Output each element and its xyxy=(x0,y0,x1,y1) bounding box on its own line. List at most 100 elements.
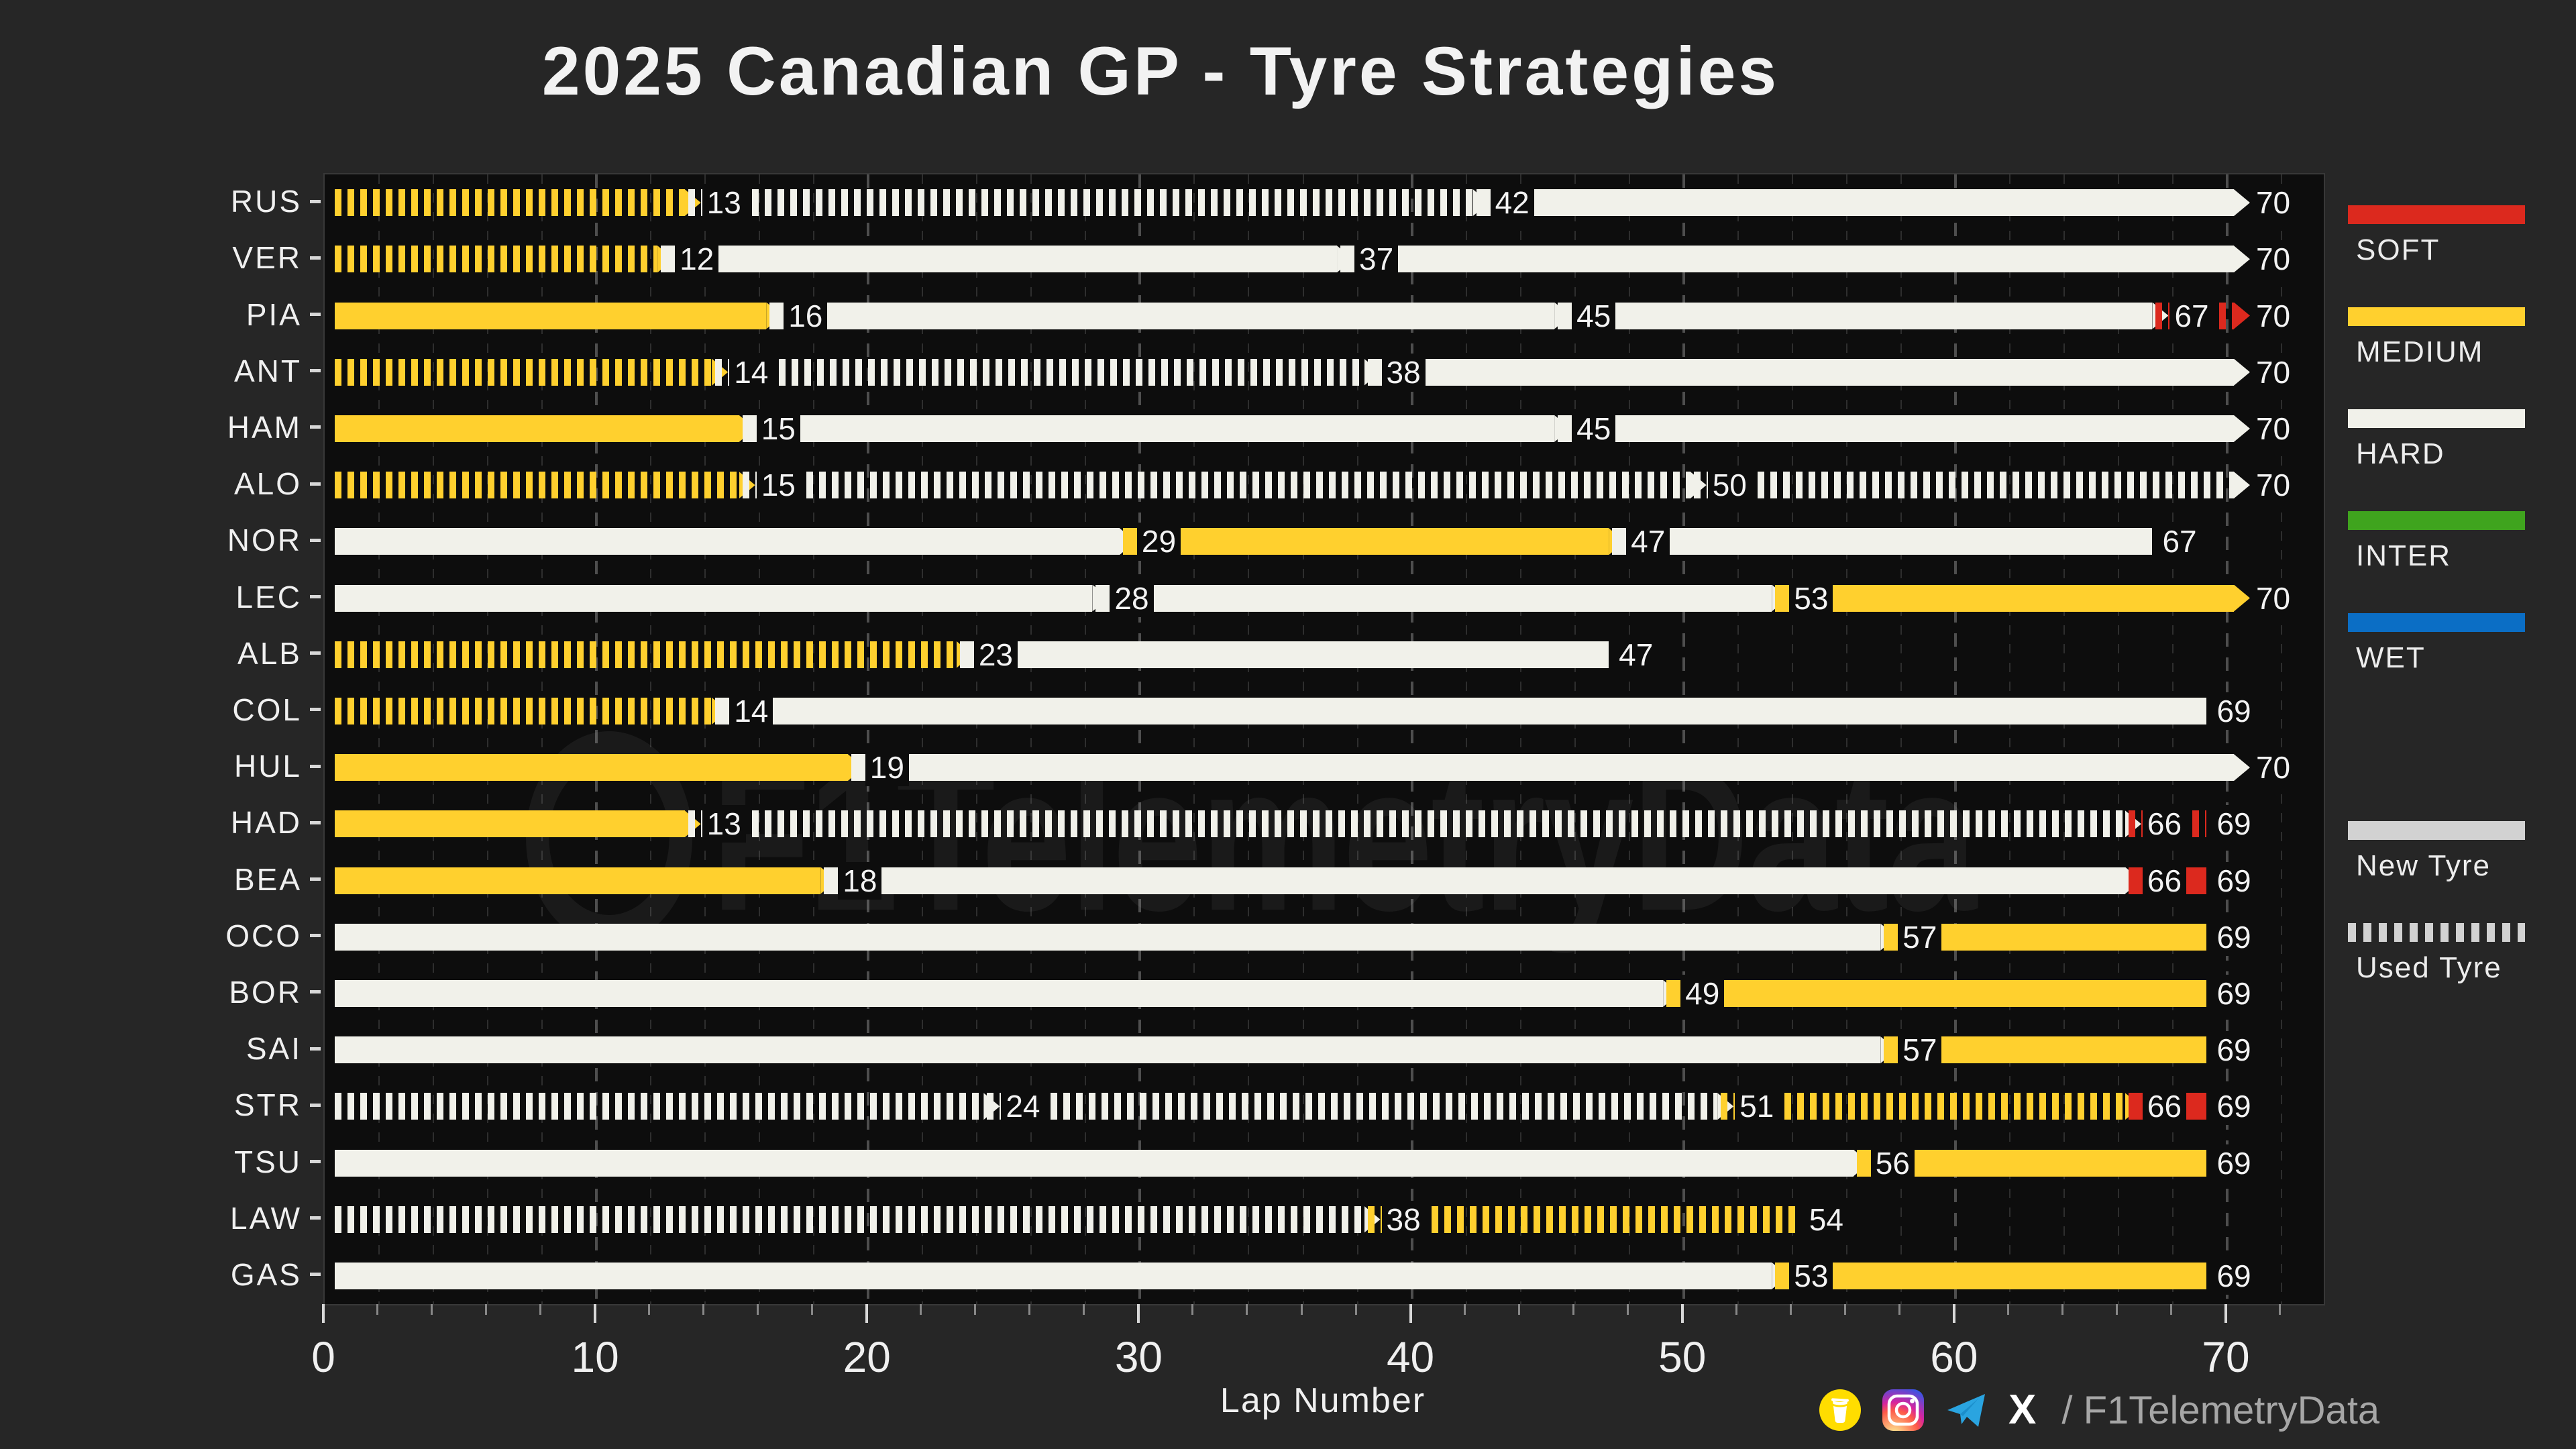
gridline-minor xyxy=(704,174,706,1304)
gridline-minor xyxy=(1248,174,1250,1304)
gridline-minor xyxy=(1193,174,1195,1304)
stint-bar-pia-1 xyxy=(335,302,767,329)
gridline-major xyxy=(2225,174,2229,1304)
x-icon[interactable]: X xyxy=(2008,1387,2037,1433)
gridline-minor xyxy=(650,174,652,1304)
stint-bar-nor-3 xyxy=(1612,528,2153,555)
legend-label-medium: MEDIUM xyxy=(2356,335,2484,368)
stint-end-lap-label: 50 xyxy=(1707,466,1752,504)
stint-bar-bor-1 xyxy=(335,979,1664,1007)
x-tick-major xyxy=(1137,1304,1140,1323)
x-axis-label: Lap Number xyxy=(1220,1381,1426,1420)
x-tick-minor xyxy=(1626,1304,1629,1315)
gridline-minor xyxy=(922,174,924,1304)
stint-end-lap-label: 66 xyxy=(2142,1087,2187,1126)
driver-label-pia: PIA xyxy=(246,297,302,332)
driver-label-law: LAW xyxy=(230,1200,302,1236)
stint-end-lap-label: 49 xyxy=(1680,974,1725,1012)
stint-bar-col-1 xyxy=(335,697,712,724)
legend-swatch-used-tyre xyxy=(2348,923,2525,942)
stint-bar-oco-1 xyxy=(335,923,1881,951)
stint-end-lap-label: 38 xyxy=(1381,1200,1426,1238)
stint-end-lap-label: 53 xyxy=(1789,1256,1833,1295)
stint-end-lap-label: 42 xyxy=(1490,184,1534,222)
gridline-minor xyxy=(1574,174,1576,1304)
stint-bar-hul-1 xyxy=(335,754,848,782)
x-tick-minor xyxy=(2061,1304,2063,1315)
stint-end-lap-label: 70 xyxy=(2251,749,2296,787)
gridline-minor xyxy=(1302,174,1304,1304)
stint-end-arrow xyxy=(2233,189,2250,217)
stint-end-arrow xyxy=(2233,754,2250,782)
x-tick-minor xyxy=(1300,1304,1303,1315)
gridline-minor xyxy=(759,174,761,1304)
x-tick-minor xyxy=(431,1304,433,1315)
stint-end-lap-label: 70 xyxy=(2251,297,2296,335)
x-tick-major xyxy=(1409,1304,1412,1323)
stint-bar-rus-3 xyxy=(1476,189,2234,217)
stint-end-lap-label: 70 xyxy=(2251,240,2296,278)
x-tick-minor xyxy=(2006,1304,2009,1315)
driver-label-col: COL xyxy=(232,692,302,727)
stint-bar-alb-1 xyxy=(335,641,957,668)
driver-label-lec: LEC xyxy=(235,579,302,614)
x-tick-major xyxy=(2224,1304,2227,1323)
y-tick xyxy=(310,1160,321,1163)
driver-label-had: HAD xyxy=(230,805,302,841)
stint-end-lap-label: 47 xyxy=(1614,635,1658,674)
stint-end-lap-label: 54 xyxy=(1804,1200,1848,1238)
y-tick xyxy=(310,990,321,994)
stint-end-lap-label: 70 xyxy=(2251,466,2296,504)
gridline-minor xyxy=(1085,174,1087,1304)
driver-label-sai: SAI xyxy=(246,1031,302,1067)
x-tick-minor xyxy=(920,1304,922,1315)
gridline-major xyxy=(1410,174,1413,1304)
driver-label-hul: HUL xyxy=(233,749,302,784)
legend-label-inter: INTER xyxy=(2356,539,2451,572)
stint-bar-pia-2 xyxy=(769,302,1555,329)
buymeacoffee-icon[interactable] xyxy=(1819,1389,1861,1431)
stint-end-lap-label: 23 xyxy=(973,635,1018,674)
y-tick xyxy=(310,1273,321,1277)
stint-bar-rus-2 xyxy=(688,189,1473,217)
gridline-minor xyxy=(2008,174,2010,1304)
stint-end-lap-label: 45 xyxy=(1572,297,1616,335)
stint-end-lap-label: 69 xyxy=(2212,805,2256,843)
gridline-minor xyxy=(1791,174,1793,1304)
gridline-major xyxy=(1953,174,1957,1304)
stint-end-lap-label: 37 xyxy=(1354,240,1399,278)
stint-bar-law-1 xyxy=(335,1205,1364,1233)
x-tick-minor xyxy=(2169,1304,2172,1315)
legend-swatch-new-tyre xyxy=(2348,821,2525,840)
x-tick-minor xyxy=(702,1304,705,1315)
stint-end-lap-label: 70 xyxy=(2251,353,2296,391)
x-tick-label: 20 xyxy=(843,1333,891,1381)
y-tick xyxy=(310,877,321,881)
x-tick-label: 40 xyxy=(1386,1333,1435,1381)
driver-label-ham: HAM xyxy=(227,409,302,445)
x-tick-minor xyxy=(757,1304,759,1315)
x-tick-minor xyxy=(2115,1304,2118,1315)
stint-end-lap-label: 70 xyxy=(2251,409,2296,447)
footer-handle-text[interactable]: / F1TelemetryData xyxy=(2061,1388,2380,1432)
telegram-icon[interactable] xyxy=(1945,1389,1987,1431)
driver-label-tsu: TSU xyxy=(234,1144,302,1179)
stint-end-arrow xyxy=(2233,415,2250,442)
stint-bar-ant-2 xyxy=(715,358,1364,386)
stint-end-lap-label: 69 xyxy=(2212,692,2256,730)
gridline-major xyxy=(1682,174,1685,1304)
x-tick-minor xyxy=(1898,1304,1900,1315)
x-tick-minor xyxy=(1028,1304,1031,1315)
stint-end-lap-label: 70 xyxy=(2251,579,2296,617)
gridline-minor xyxy=(1900,174,1902,1304)
gridline-minor xyxy=(1465,174,1467,1304)
stint-bar-bor-2 xyxy=(1666,979,2207,1007)
gridline-minor xyxy=(2063,174,2065,1304)
stint-bar-alo-2 xyxy=(742,472,1690,499)
stint-end-lap-label: 66 xyxy=(2142,805,2187,843)
legend-label-soft: SOFT xyxy=(2356,233,2440,266)
driver-label-str: STR xyxy=(234,1087,302,1123)
x-tick-label: 70 xyxy=(2202,1333,2250,1381)
instagram-icon[interactable] xyxy=(1882,1389,1924,1431)
